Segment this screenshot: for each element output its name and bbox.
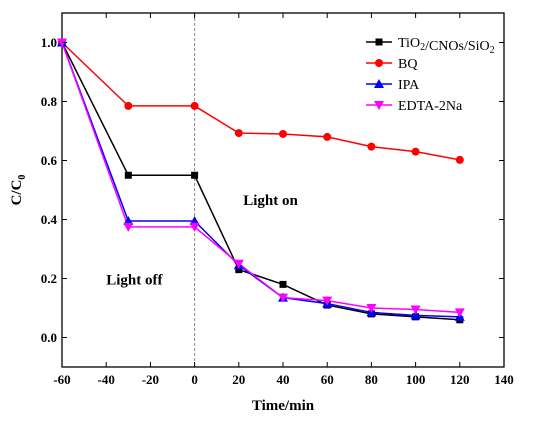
series-3-point: [189, 222, 200, 232]
series-1-point: [411, 147, 420, 156]
legend-marker-2: [374, 79, 384, 88]
series-3-point: [454, 308, 465, 318]
y-axis-title-main: C/C: [9, 180, 25, 206]
series-0-point: [191, 171, 199, 179]
series-1-point: [323, 132, 332, 141]
x-tick-label: -40: [98, 372, 115, 387]
series-1-point: [124, 101, 133, 110]
legend-label-part: BQ: [398, 57, 417, 72]
series-1-point: [455, 155, 464, 164]
series-3-point: [322, 296, 333, 306]
legend-label-0: TiO2/CNOs/SiO2: [398, 36, 495, 56]
plot-frame: [61, 12, 505, 368]
y-tick-label: 0.4: [41, 212, 58, 227]
series-2-point: [123, 215, 134, 225]
y-tick-label: 0.2: [41, 271, 57, 286]
legend-label-part: IPA: [398, 78, 420, 93]
x-tick-label: -20: [142, 372, 159, 387]
annotation-text: Light on: [243, 193, 298, 209]
x-tick-label: 20: [232, 372, 245, 387]
annotation-text: Light off: [106, 272, 163, 288]
series-1-point: [234, 129, 243, 138]
series-3-point: [410, 305, 421, 315]
legend-label-part: EDTA-2Na: [398, 99, 463, 114]
legend-label-3: EDTA-2Na: [398, 99, 463, 114]
series-3-point: [123, 222, 134, 232]
legend-label-1: BQ: [398, 57, 417, 72]
annotations: Light off Light on: [106, 193, 298, 289]
y-axis-title-subscript: 0: [17, 175, 28, 180]
y-axis-title: C/C0: [9, 175, 28, 206]
legend-label-subscript: 2: [420, 42, 425, 53]
legend-label-subscript: 2: [490, 45, 495, 56]
y-tick-label: 0.0: [41, 330, 57, 345]
x-tick-label: -60: [53, 372, 70, 387]
series-3-point: [278, 293, 288, 303]
legend-label-2: IPA: [398, 78, 420, 93]
series-1-point: [279, 129, 287, 138]
series-2-point: [410, 310, 421, 320]
series-0-point: [124, 171, 132, 179]
x-axis-title: Time/min: [252, 398, 315, 414]
x-tick-label: 60: [321, 372, 334, 387]
x-tick-label: 100: [406, 372, 426, 387]
series-0-point: [235, 266, 243, 274]
series-3-point: [233, 259, 244, 269]
legend-label-part: TiO: [398, 36, 420, 51]
x-tick-label: 40: [277, 372, 290, 387]
x-tick-label: 0: [191, 372, 198, 387]
y-tick-label: 0.6: [41, 153, 58, 168]
legend-marker-3: [374, 101, 384, 110]
series-2-point: [189, 215, 200, 225]
series-1-point: [367, 142, 376, 151]
legend-marker-0: [375, 38, 383, 46]
x-tick-label: 80: [365, 372, 378, 387]
x-tick-label: 120: [450, 372, 470, 387]
y-tick-label: 1.0: [41, 35, 57, 50]
axis-ticks: -60 -40 -20 0 20 40 60 80 100 120 140 0.0 0.2 0.4 0.6 0…: [41, 13, 514, 387]
series-1-point: [190, 101, 199, 110]
series-0-point: [279, 280, 287, 288]
y-tick-label: 0.8: [41, 94, 58, 109]
legend-marker-1: [375, 59, 383, 67]
legend-label-part: /CNOs/SiO: [425, 39, 490, 54]
x-tick-label: 140: [494, 372, 514, 387]
series-3-point: [366, 304, 377, 313]
